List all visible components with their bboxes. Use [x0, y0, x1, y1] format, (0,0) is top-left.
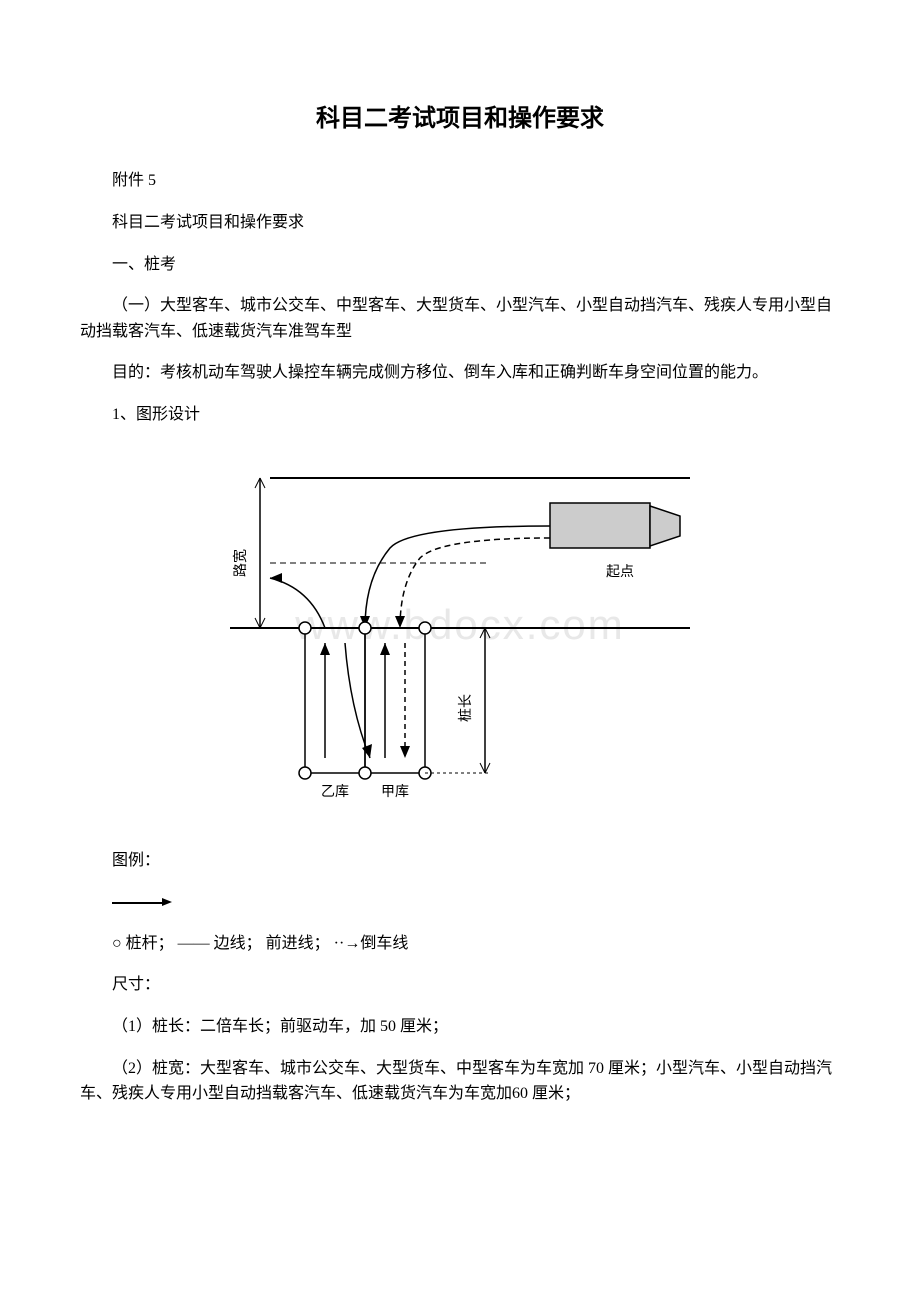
- diagram-heading: 1、图形设计: [80, 402, 840, 428]
- road-width-label: 路宽: [232, 549, 249, 577]
- arrow-icon: [112, 894, 172, 910]
- dimensions-title: 尺寸：: [80, 972, 840, 998]
- purpose-text: 目的：考核机动车驾驶人操控车辆完成侧方移位、倒车入库和正确判断车身空间位置的能力…: [80, 360, 840, 386]
- legend-title: 图例：: [80, 848, 840, 874]
- section-1-title: 一、桩考: [80, 252, 840, 278]
- subtitle: 科目二考试项目和操作要求: [80, 210, 840, 236]
- parking-diagram: www.bdocx.com 路宽 起点: [210, 448, 710, 828]
- appendix-label: 附件 5: [80, 168, 840, 194]
- section-1-sub-1: （一）大型客车、城市公交车、中型客车、大型货车、小型汽车、小型自动挡汽车、残疾人…: [80, 293, 840, 344]
- diagram-svg: 路宽 起点: [210, 448, 710, 828]
- garage-b-label: 乙库: [321, 784, 349, 800]
- document-title: 科目二考试项目和操作要求: [80, 100, 840, 138]
- garage-length-label: 桩长: [457, 694, 474, 722]
- dimension-2: （2）桩宽：大型客车、城市公交车、大型货车、中型客车为车宽加 70 厘米；小型汽…: [80, 1056, 840, 1107]
- legend-items: ○ 桩杆； —— 边线； 前进线； ··→倒车线: [80, 931, 840, 957]
- start-point-label: 起点: [606, 564, 634, 580]
- dimension-1: （1）桩长：二倍车长；前驱动车，加 50 厘米；: [80, 1014, 840, 1040]
- garage-a-label: 甲库: [381, 784, 409, 800]
- legend-section: 图例： ○ 桩杆； —— 边线； 前进线； ··→倒车线: [80, 848, 840, 957]
- legend-arrow-line: [80, 889, 840, 915]
